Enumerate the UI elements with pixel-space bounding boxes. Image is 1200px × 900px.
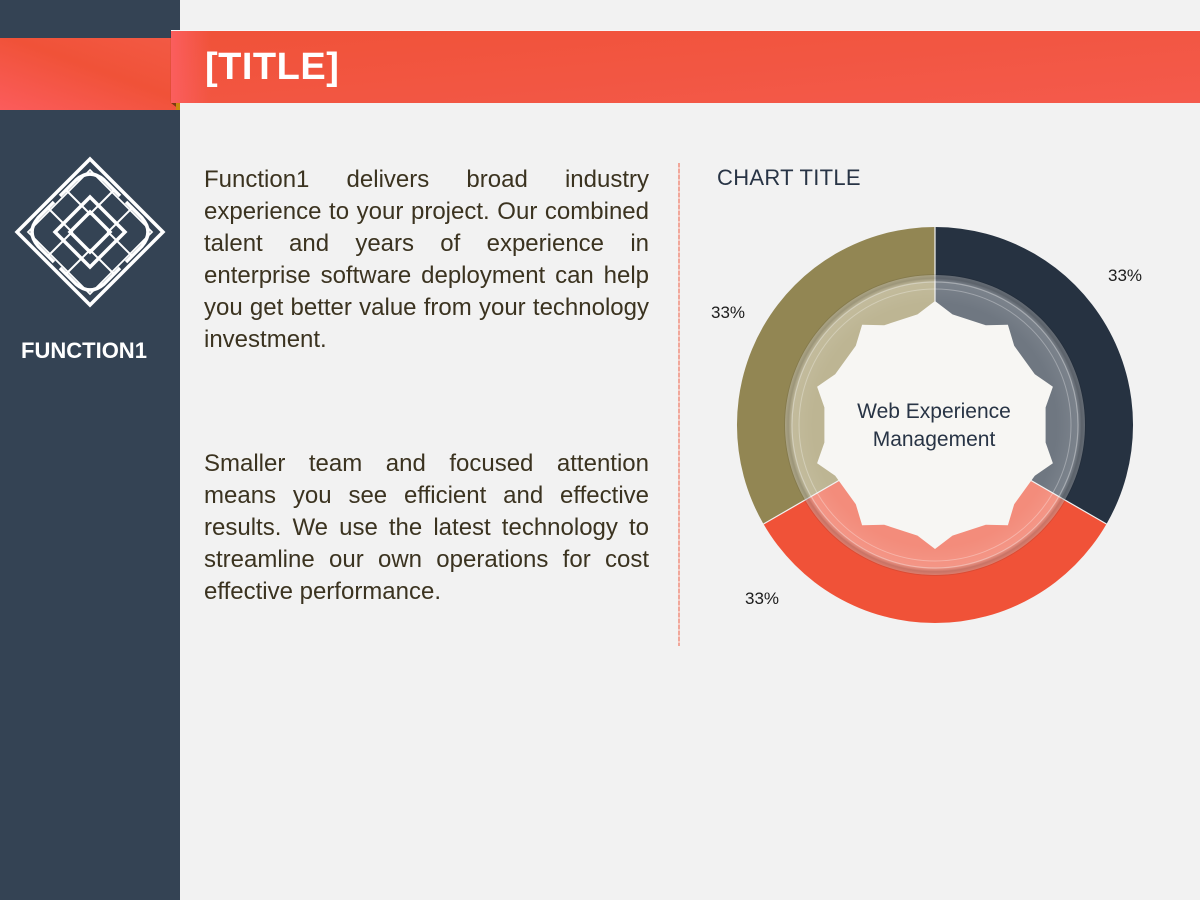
donut-chart: [736, 227, 1134, 624]
title-banner: [171, 30, 1200, 103]
data-label-olive: 33%: [711, 303, 746, 322]
body-paragraph-1: Function1 delivers broad industry experi…: [204, 166, 649, 353]
sidebar-ribbon: [0, 38, 180, 110]
data-label-red: 33%: [745, 589, 780, 608]
sidebar: [0, 0, 180, 900]
data-label-navy: 33%: [1108, 266, 1143, 285]
dashed-divider: [678, 163, 680, 646]
diamond-lattice-logo-icon: [14, 156, 166, 308]
chart-title: CHART TITLE: [717, 165, 861, 190]
brand-name: FUNCTION1: [21, 338, 147, 363]
ribbon-fold: [171, 103, 180, 110]
donut-center-label: Web Experience Management: [857, 400, 1011, 451]
page-title: [TITLE]: [205, 46, 340, 88]
body-paragraph-2: Smaller team and focused attention means…: [204, 450, 649, 605]
ribbon-fold-shade: [176, 103, 180, 110]
center-star-shape: [817, 301, 1053, 549]
